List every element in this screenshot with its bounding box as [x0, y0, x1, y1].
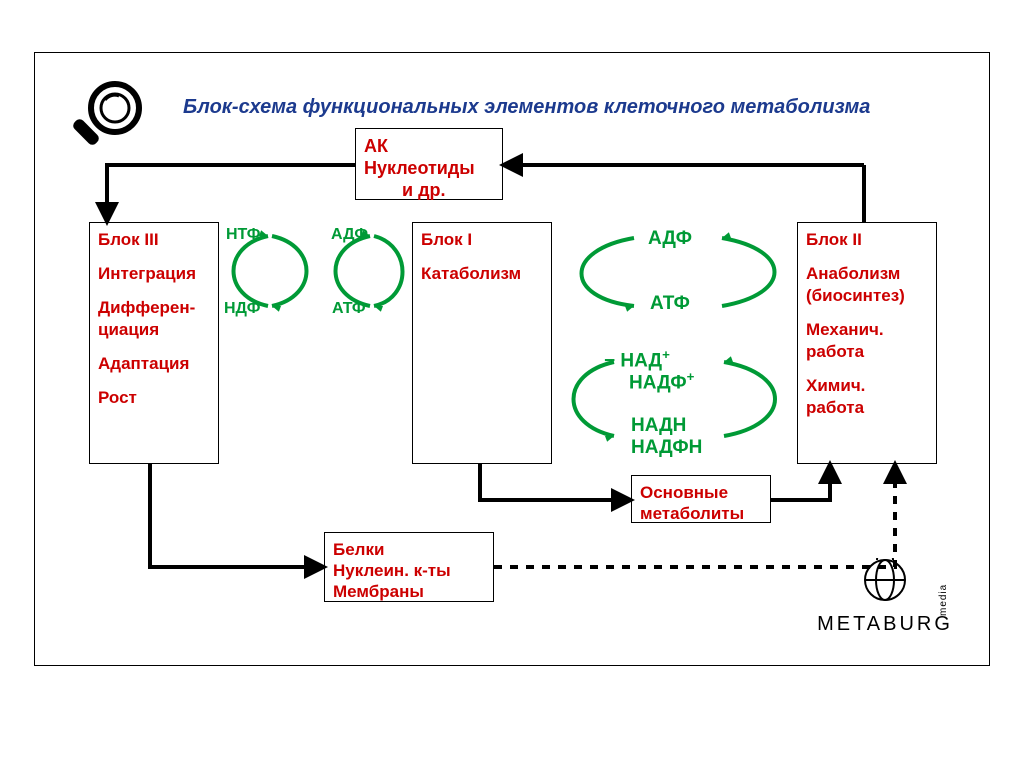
label-nadf: НАДФ+ [629, 369, 694, 394]
node-line: метаболиты [640, 503, 762, 524]
node-line: Основные [640, 482, 762, 503]
node-line: (биосинтез) [806, 285, 928, 307]
label-adf-left: АДФ [331, 226, 368, 244]
logo-subtext: media [938, 584, 949, 616]
logo-text: METABURG [800, 613, 970, 636]
node-line: Блок I [421, 229, 543, 251]
label-ndf: НДФ [224, 300, 260, 318]
label-nadfn: НАДФН [631, 437, 702, 459]
node-line: и др. [364, 179, 494, 201]
node-line: Механич. [806, 319, 928, 341]
node-line: Катаболизм [421, 263, 543, 285]
node-line: Химич. [806, 375, 928, 397]
label-adf-right: АДФ [648, 228, 692, 250]
diagram-title: Блок-схема функциональных элементов клет… [183, 96, 870, 119]
node-proteins: БелкиНуклеин. к-тыМембраны [324, 532, 494, 602]
node-line: циация [98, 319, 210, 341]
node-line: Белки [333, 539, 485, 560]
node-line: работа [806, 341, 928, 363]
node-line: Блок II [806, 229, 928, 251]
node-block2: Блок IIАнаболизм(биосинтез)Механич.работ… [797, 222, 937, 464]
node-line: Интеграция [98, 263, 210, 285]
node-block1: Блок I Катаболизм [412, 222, 552, 464]
node-line: АК [364, 135, 494, 157]
node-line: Блок III [98, 229, 210, 251]
node-line: Нуклеин. к-ты [333, 560, 485, 581]
node-line: Дифферен- [98, 297, 210, 319]
label-nadn: НАДН [631, 415, 686, 437]
node-block3: Блок III Интеграция Дифферен-циация Адаптац… [89, 222, 219, 464]
label-ntf: НТФ [226, 226, 260, 244]
node-line: Анаболизм [806, 263, 928, 285]
node-line: Рост [98, 387, 210, 409]
node-line: Мембраны [333, 581, 485, 602]
node-top-ak: АКНуклеотидыи др. [355, 128, 503, 200]
node-line: Адаптация [98, 353, 210, 375]
label-atf-right: АТФ [650, 293, 690, 315]
node-metabolites: Основныеметаболиты [631, 475, 771, 523]
node-line: Нуклеотиды [364, 157, 494, 179]
node-line: работа [806, 397, 928, 419]
label-atf-left: АТФ [332, 300, 366, 318]
